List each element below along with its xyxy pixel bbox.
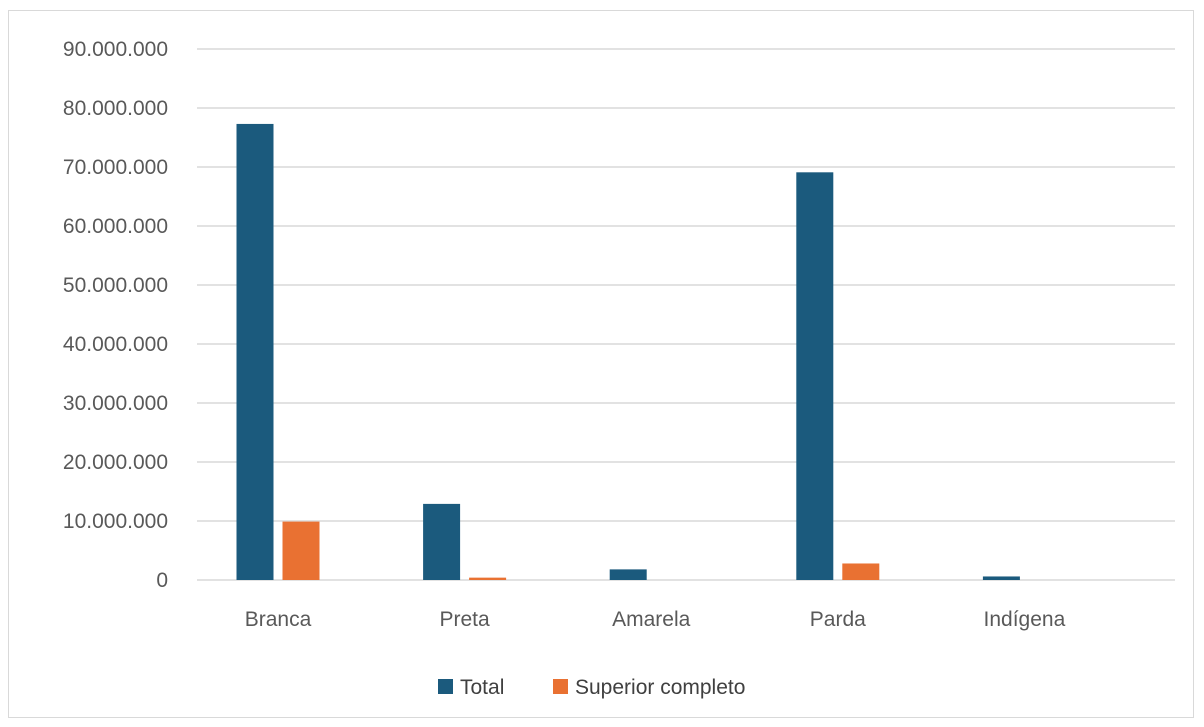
- bar-total-indígena: [982, 576, 1020, 580]
- x-category-label: Indígena: [984, 608, 1066, 631]
- x-category-label: Branca: [245, 608, 312, 631]
- y-tick-label: 60.000.000: [63, 215, 168, 238]
- legend-swatch-superior-completo: [553, 679, 568, 694]
- bar-superior-completo-parda: [842, 563, 880, 580]
- bar-total-preta: [423, 503, 461, 580]
- x-category-label: Parda: [810, 608, 866, 631]
- y-tick-label: 0: [156, 569, 168, 592]
- x-category-label: Preta: [439, 608, 490, 631]
- y-tick-label: 40.000.000: [63, 333, 168, 356]
- y-tick-label: 70.000.000: [63, 156, 168, 179]
- y-tick-label: 20.000.000: [63, 451, 168, 474]
- legend-label: Total: [460, 676, 504, 699]
- bar-total-parda: [796, 172, 834, 580]
- y-tick-label: 30.000.000: [63, 392, 168, 415]
- bars: [236, 123, 1020, 581]
- bar-total-amarela: [609, 569, 647, 580]
- y-axis-tick-labels: 0 10.000.000 20.000.000 30.000.000 40.000.00…: [63, 38, 168, 592]
- legend: Total Superior completo: [438, 676, 745, 699]
- y-tick-label: 80.000.000: [63, 97, 168, 120]
- bar-total-branca: [236, 123, 274, 581]
- y-tick-label: 90.000.000: [63, 38, 168, 61]
- x-axis-category-labels: Branca Preta Amarela Parda Indígena: [245, 608, 1066, 631]
- chart-frame: [8, 10, 1194, 718]
- y-tick-label: 10.000.000: [63, 510, 168, 533]
- x-category-label: Amarela: [612, 608, 691, 631]
- legend-swatch-total: [438, 679, 453, 694]
- bar-superior-completo-branca: [282, 521, 320, 580]
- bar-superior-completo-preta: [469, 577, 507, 580]
- legend-label: Superior completo: [575, 676, 745, 699]
- y-tick-label: 50.000.000: [63, 274, 168, 297]
- gridlines: [197, 48, 1175, 581]
